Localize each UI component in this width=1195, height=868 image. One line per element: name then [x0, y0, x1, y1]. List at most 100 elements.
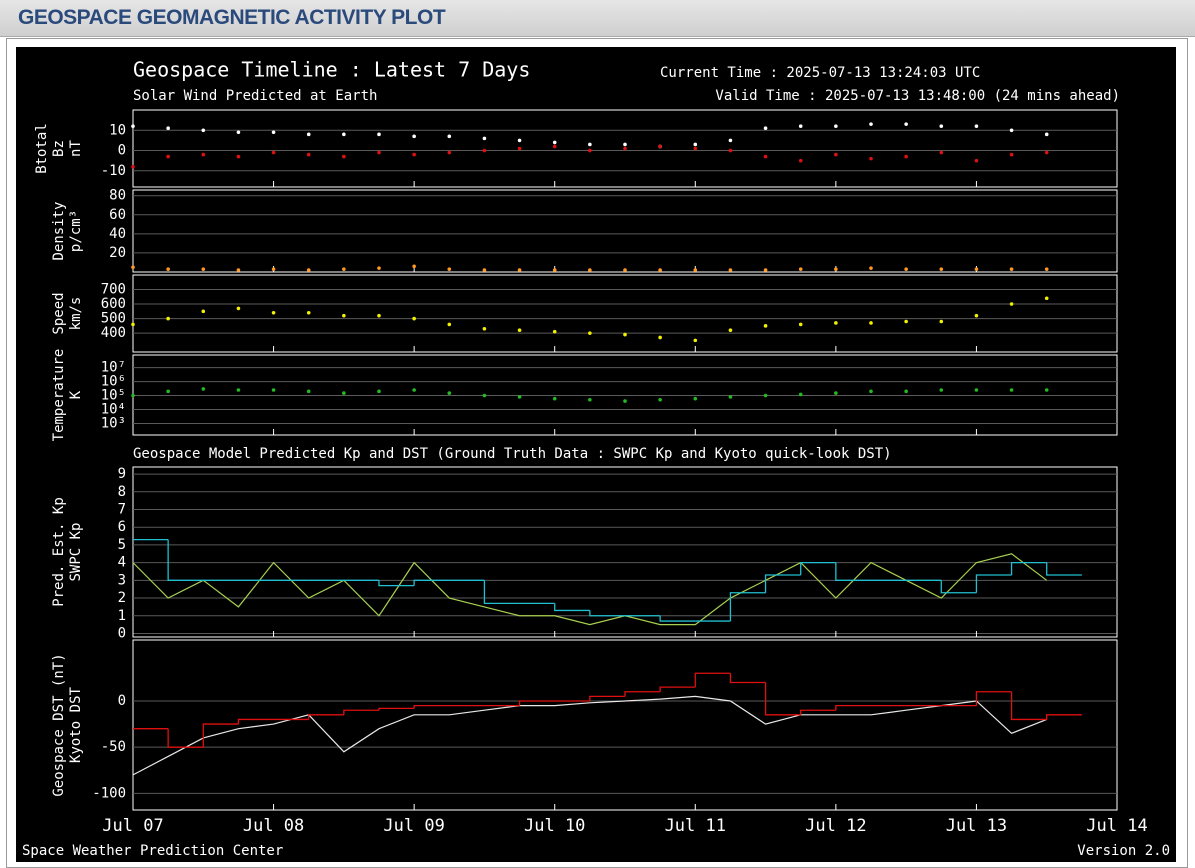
header: GEOSPACE GEOMAGNETIC ACTIVITY PLOT	[0, 0, 1195, 37]
step-segment	[343, 709, 379, 715]
data-point	[1009, 388, 1014, 392]
data-point	[904, 122, 908, 126]
y-tick-label: 2	[118, 590, 126, 606]
data-point	[623, 268, 627, 272]
data-point	[623, 399, 627, 403]
step-segment	[835, 562, 871, 581]
step-segment	[835, 704, 871, 711]
y-axis-label: K	[68, 390, 84, 399]
data-point	[306, 389, 311, 394]
data-point	[834, 267, 838, 271]
step-segment	[659, 686, 696, 692]
y-tick-label: -100	[92, 785, 126, 801]
data-point	[869, 156, 873, 161]
data-point	[939, 267, 944, 271]
data-point	[517, 328, 522, 333]
data-point	[517, 138, 522, 143]
legend-label: Bz	[51, 140, 67, 157]
data-point	[1044, 296, 1049, 301]
step-segment	[237, 718, 274, 725]
data-point	[658, 335, 662, 340]
data-point	[588, 331, 592, 335]
data-point	[412, 134, 416, 139]
x-tick-label: Jul 11	[665, 816, 726, 836]
y-tick-label: 80	[109, 188, 126, 204]
series-line	[132, 695, 1047, 776]
step-segment	[940, 580, 977, 594]
data-point	[623, 146, 627, 151]
step-segment	[975, 574, 1012, 593]
data-point	[552, 396, 557, 401]
data-point	[236, 268, 241, 272]
y-tick-label: 6	[118, 519, 126, 535]
y-axis-label: km/s	[68, 297, 84, 331]
data-point	[1009, 152, 1014, 157]
data-point	[588, 268, 592, 272]
data-point	[693, 142, 698, 147]
data-point	[763, 324, 768, 328]
data-point	[482, 136, 487, 141]
data-point	[482, 148, 487, 153]
data-point	[517, 395, 522, 399]
data-point	[201, 152, 206, 157]
y-tick-label: 400	[101, 325, 126, 341]
data-point	[588, 397, 592, 402]
data-point	[939, 388, 944, 392]
data-point	[763, 154, 768, 159]
legend-label: Density	[51, 201, 67, 260]
step-segment	[800, 561, 836, 576]
y-tick-label: 40	[109, 226, 126, 242]
data-point	[131, 265, 135, 270]
data-point	[131, 124, 135, 129]
y-tick-label: -10	[101, 163, 126, 179]
data-point	[271, 388, 276, 392]
step-segment	[413, 704, 450, 709]
x-tick-label: Jul 09	[383, 816, 444, 836]
data-point	[271, 150, 276, 155]
data-point	[236, 130, 241, 135]
data-point	[869, 266, 873, 270]
data-point	[552, 268, 557, 272]
y-tick-label: 5	[118, 537, 126, 553]
step-segment	[1010, 691, 1047, 721]
data-point	[447, 267, 452, 271]
data-point	[693, 146, 698, 151]
data-point	[588, 148, 592, 153]
y-tick-label: 20	[109, 245, 126, 261]
data-point	[869, 321, 873, 325]
panel-frame	[132, 274, 1118, 353]
step-segment	[308, 714, 344, 720]
step-segment	[554, 603, 590, 612]
data-point	[623, 332, 627, 337]
y-tick-label: 10⁴	[101, 402, 126, 418]
data-point	[166, 389, 170, 394]
step-segment	[378, 707, 415, 711]
data-point	[166, 316, 170, 321]
step-segment	[729, 592, 766, 622]
y-axis-label: p/cm³	[68, 210, 84, 252]
y-tick-label: 4	[118, 555, 126, 571]
y-tick-label: 10⁷	[101, 360, 126, 376]
data-point	[552, 144, 557, 149]
data-point	[166, 126, 170, 131]
data-point	[447, 391, 452, 395]
data-point	[939, 150, 944, 155]
x-tick-label: Jul 14	[1086, 816, 1147, 836]
data-point	[798, 267, 803, 271]
x-tick-label: Jul 07	[102, 816, 163, 836]
data-point	[447, 150, 452, 155]
step-segment	[483, 580, 520, 605]
y-tick-label: 10³	[101, 415, 126, 431]
data-point	[342, 391, 346, 395]
data-point	[1009, 267, 1014, 271]
x-tick-label: Jul 08	[243, 816, 304, 836]
data-point	[306, 310, 311, 315]
legend-label: Temperature	[51, 349, 67, 442]
y-axis-label: nT	[68, 140, 84, 157]
y-tick-label: 600	[101, 296, 126, 312]
y-tick-label: 10	[109, 122, 126, 138]
data-point	[342, 267, 346, 271]
plot-title: Geospace Timeline : Latest 7 Days	[133, 58, 530, 82]
step-segment	[764, 574, 801, 593]
